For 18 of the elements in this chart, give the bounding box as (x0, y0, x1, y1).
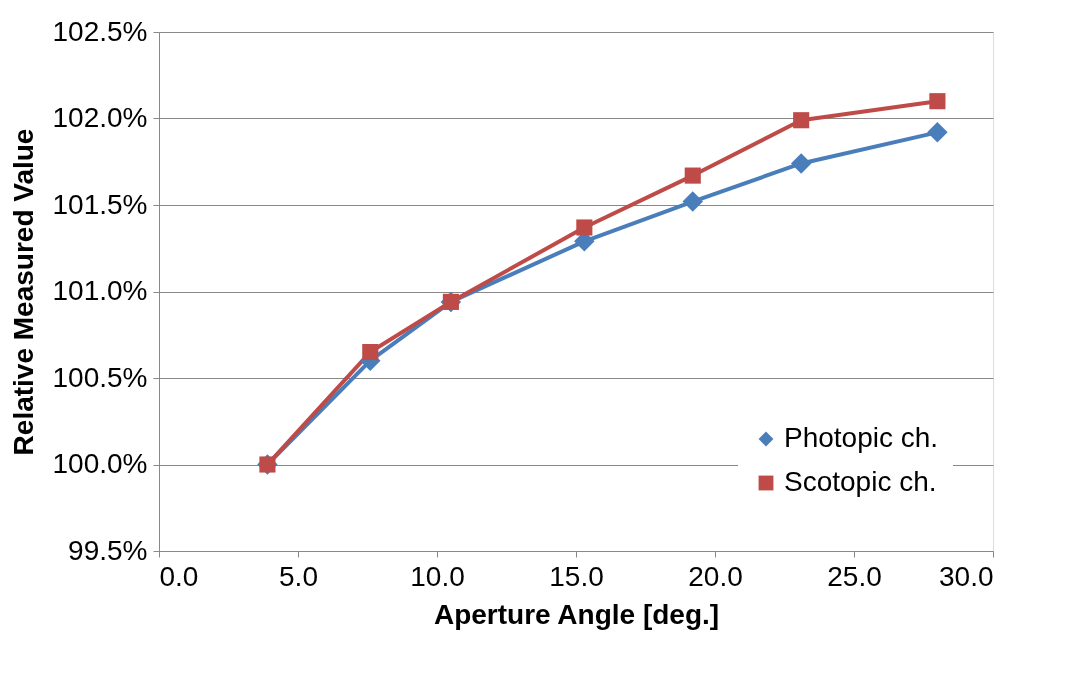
x-tick-label: 25.0 (827, 560, 882, 592)
y-tick-label: 101.5% (52, 188, 148, 220)
x-tick-label: 30.0 (939, 560, 994, 592)
y-tick-label: 101.0% (52, 275, 148, 306)
x-tick-label: 10.0 (410, 560, 465, 592)
x-tick-label: 15.0 (549, 560, 604, 592)
x-axis-title: Aperture Angle [deg.] (433, 598, 720, 630)
legend-label: Photopic ch. (784, 422, 939, 453)
y-tick-label: 102.5% (52, 15, 148, 47)
y-tick-label: 102.0% (52, 102, 148, 133)
y-tick-label: 99.5% (68, 534, 148, 566)
y-axis-title: Relative Measured Value (7, 128, 39, 456)
y-tick-label: 100.5% (52, 361, 148, 393)
x-tick-label: 5.0 (279, 560, 318, 592)
y-tick-label: 100.0% (52, 448, 148, 479)
x-tick-label: 0.0 (159, 560, 199, 592)
legend-label: Scotopic ch. (784, 466, 937, 497)
x-tick-label: 20.0 (688, 560, 743, 592)
